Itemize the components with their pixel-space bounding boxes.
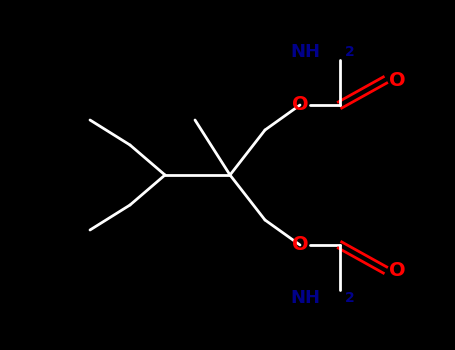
Text: O: O bbox=[389, 260, 405, 280]
Text: NH: NH bbox=[290, 43, 320, 61]
Text: O: O bbox=[389, 70, 405, 90]
Text: 2: 2 bbox=[345, 45, 355, 59]
Text: NH: NH bbox=[290, 289, 320, 307]
Text: 2: 2 bbox=[345, 291, 355, 305]
Text: O: O bbox=[292, 236, 308, 254]
Text: O: O bbox=[292, 96, 308, 114]
